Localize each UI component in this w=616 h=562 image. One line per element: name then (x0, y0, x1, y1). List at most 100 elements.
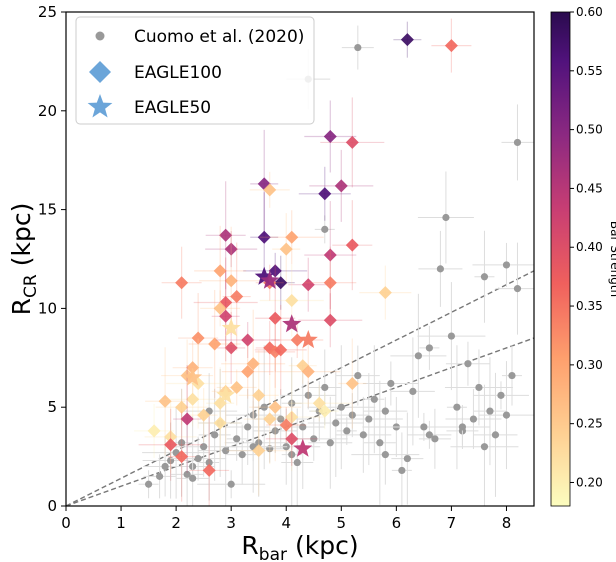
eagle100-point (323, 313, 337, 327)
eagle100-point (345, 135, 359, 149)
cuomo-point (321, 225, 329, 233)
cuomo-point (414, 352, 422, 360)
colorbar-ticks: 0.20 0.25 0.30 0.35 0.40 0.45 0.50 0.55 0.60 (570, 5, 603, 489)
cuomo-point (233, 435, 241, 443)
cuomo-point (277, 415, 285, 423)
eagle100-point (444, 39, 458, 53)
cuomo-point (365, 415, 373, 423)
cuomo-point (326, 439, 334, 447)
cuomo-point (348, 411, 356, 419)
legend-label-eagle100: EAGLE100 (134, 63, 222, 83)
eagle100-point (175, 276, 189, 290)
x-tick-label: 7 (447, 514, 457, 532)
eagle100-point (219, 228, 233, 242)
eagle100-point (268, 311, 282, 325)
cuomo-point (271, 427, 279, 435)
cuomo-point (475, 383, 483, 392)
x-tick-label: 1 (116, 514, 126, 532)
cuomo-point (354, 371, 362, 380)
y-tick-label: 5 (47, 398, 57, 416)
cuomo-point (486, 407, 494, 415)
eagle100-point (323, 129, 337, 143)
eagle50-point (254, 266, 274, 285)
eagle100-point (202, 463, 216, 477)
cuomo-point (205, 458, 213, 467)
cuomo-point (464, 360, 472, 368)
eagle50-point (221, 318, 241, 337)
legend-label-cuomo: Cuomo et al. (2020) (134, 27, 304, 47)
colorbar-tick-label: 0.35 (576, 299, 603, 313)
cuomo-point (211, 431, 219, 439)
eagle50-point (183, 367, 203, 386)
eagle100-point (323, 248, 337, 262)
eagle100-point (186, 392, 200, 406)
eagle100-point (345, 376, 359, 390)
eagle100-point (175, 400, 189, 414)
eagle100-point (164, 430, 178, 444)
eagle50-point (216, 385, 236, 404)
y-tick-label: 15 (38, 201, 57, 219)
cuomo-point (194, 454, 202, 463)
eagle100-point (224, 274, 238, 288)
x-tick-label: 2 (171, 514, 181, 532)
cuomo-point (189, 474, 197, 482)
eagle100-point (197, 408, 211, 422)
cuomo-point (161, 462, 169, 471)
eagle100-point (213, 264, 227, 278)
eagle100-point (252, 388, 266, 402)
legend-box (75, 16, 315, 125)
colorbar-tick-label: 0.40 (576, 240, 603, 254)
eagle100-point (164, 438, 178, 452)
cuomo-point (337, 403, 345, 411)
reference-line-1 (66, 337, 534, 506)
cuomo-point (425, 431, 433, 439)
eagle100-point (213, 416, 227, 430)
eagle100-point (241, 333, 255, 347)
eagle100-point (279, 242, 293, 256)
cuomo-point (200, 443, 208, 451)
eagle100-point (290, 333, 304, 347)
eagle100-point (345, 238, 359, 252)
cuomo-point (480, 443, 489, 451)
cuomo-point (370, 395, 378, 403)
colorbar-tick-label: 0.25 (576, 417, 603, 431)
eagle100-point (318, 187, 332, 201)
eagle100-point (158, 394, 172, 408)
eagle100-point (252, 444, 266, 458)
x-tick-label: 3 (226, 514, 236, 532)
reference-lines (66, 270, 534, 506)
cuomo-point (425, 344, 433, 352)
eagle100-point (285, 293, 299, 307)
colorbar-gradient (550, 11, 571, 507)
eagle100-point (400, 33, 414, 47)
cuomo-point (288, 451, 296, 459)
eagle100-point (219, 309, 233, 323)
cuomo-series (138, 25, 534, 506)
cuomo-point (227, 480, 235, 488)
x-tick-label: 4 (281, 514, 291, 532)
cuomo-point (398, 466, 406, 475)
eagle50-point (260, 270, 280, 289)
eagle100-point (279, 418, 293, 432)
plot-frame (65, 11, 535, 507)
y-tick-label: 0 (47, 497, 57, 515)
y-tick-label: 25 (38, 3, 57, 21)
legend-marker-cuomo (95, 31, 105, 41)
cuomo-point (453, 403, 461, 411)
cuomo-point (376, 439, 384, 447)
cuomo-point (310, 435, 318, 443)
colorbar-tick-label: 0.55 (576, 64, 603, 78)
eagle100-point (208, 337, 222, 351)
cuomo-point (183, 470, 191, 478)
cuomo-point (497, 391, 505, 399)
y-tick-label: 10 (38, 299, 57, 317)
cuomo-point (420, 423, 428, 431)
cuomo-point (244, 423, 252, 431)
eagle100-point (224, 341, 238, 355)
x-tick-label: 5 (337, 514, 347, 532)
x-axis-ticks: 0 1 2 3 4 5 6 7 8 (61, 506, 511, 532)
legend: Cuomo et al. (2020) EAGLE100 EAGLE50 (75, 16, 315, 125)
cuomo-point (293, 458, 301, 467)
cuomo-point (387, 379, 395, 388)
